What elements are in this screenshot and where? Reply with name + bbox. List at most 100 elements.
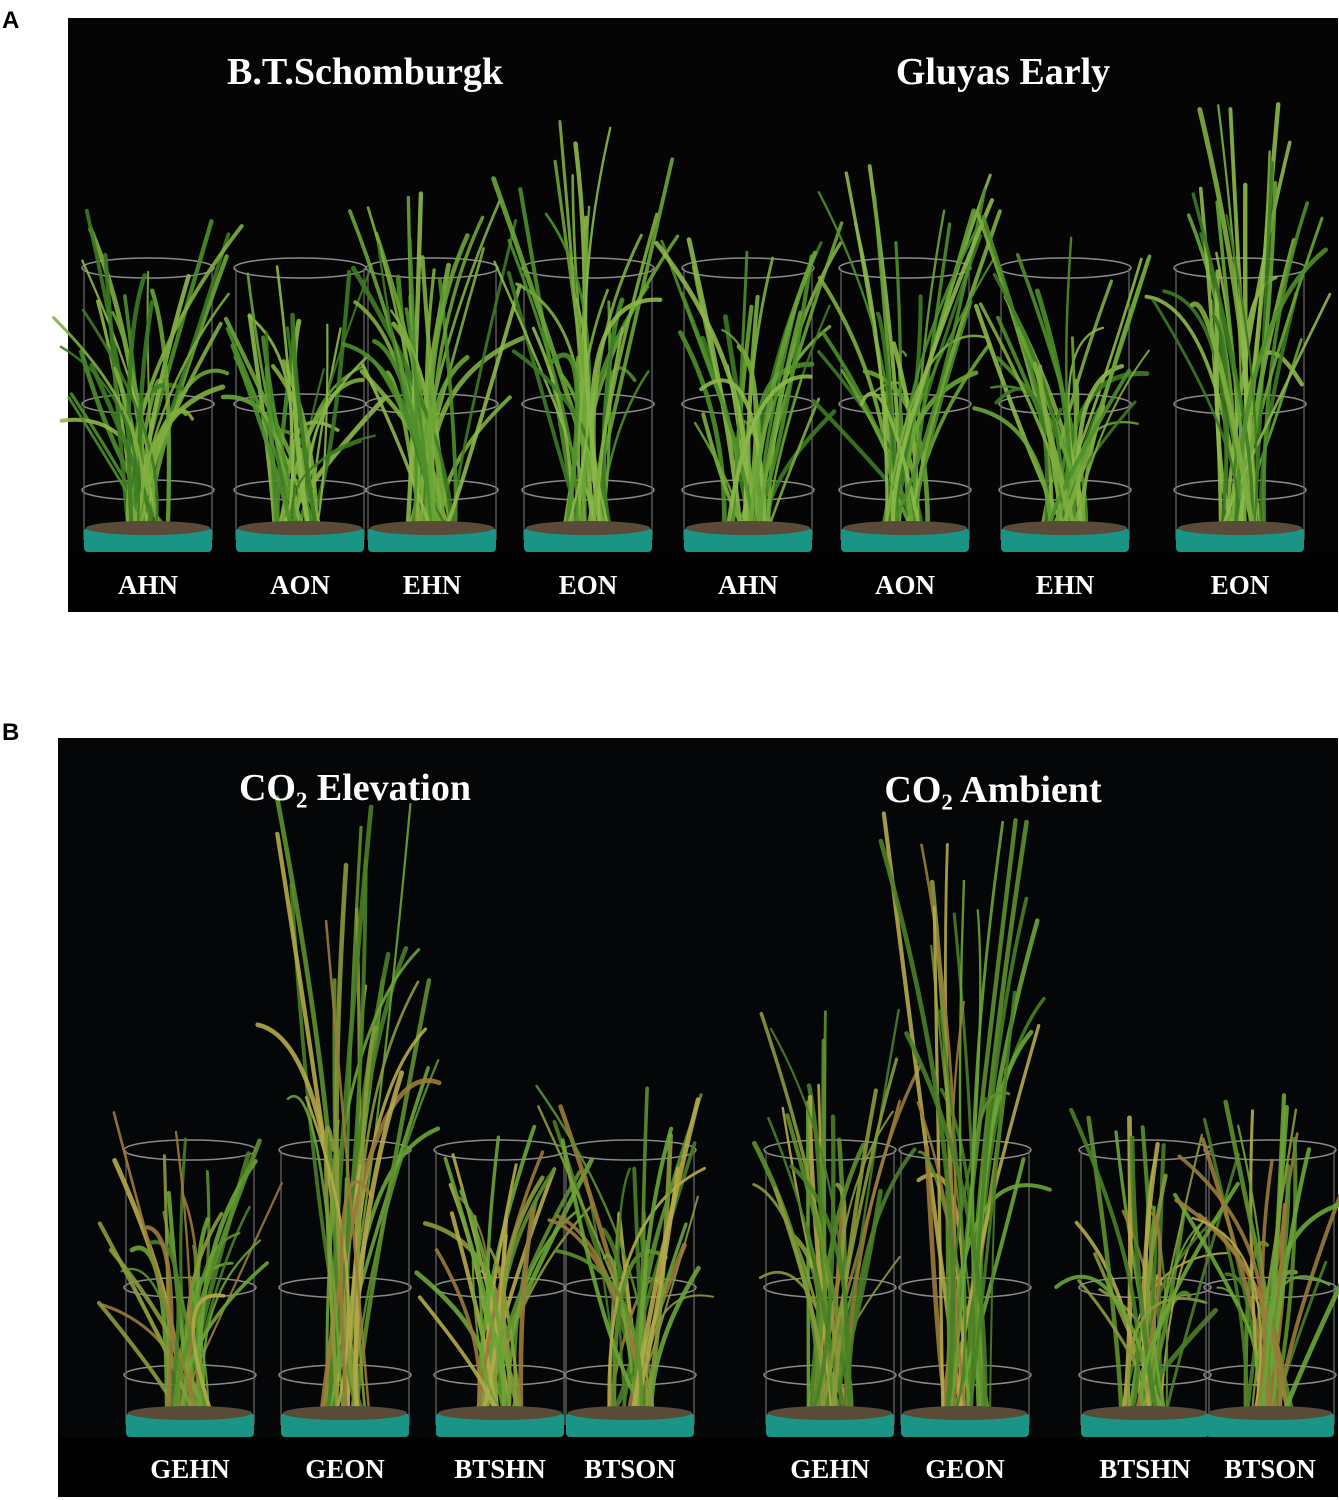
cage-ring [838, 257, 972, 279]
leaf [789, 1164, 852, 1423]
leaf [1233, 247, 1328, 538]
leaf [427, 233, 470, 538]
leaf [1069, 1107, 1141, 1423]
panel-letter: B [2, 719, 19, 746]
leaf [111, 311, 161, 537]
pot-label: AON [875, 570, 936, 600]
leaf [246, 272, 311, 537]
leaf [592, 212, 659, 537]
pot-label: EON [559, 570, 618, 600]
leaf [678, 330, 727, 538]
leaf [1129, 1135, 1160, 1423]
leaf [356, 980, 420, 1422]
leaf [290, 312, 320, 538]
pot-label: EHN [403, 570, 462, 600]
soil [686, 521, 810, 535]
leaf [162, 1210, 211, 1422]
leaf [904, 1031, 988, 1423]
leaf [978, 302, 1069, 537]
leaf [180, 1261, 269, 1422]
leaf [859, 391, 923, 537]
leaf [724, 374, 813, 538]
leaf [191, 1293, 226, 1422]
leaf [754, 324, 832, 537]
leaf [230, 343, 296, 538]
soil [903, 1406, 1027, 1420]
leaf [932, 905, 945, 1422]
leaf [1191, 1216, 1262, 1422]
panel-letter: A [2, 7, 19, 34]
soil [843, 521, 967, 535]
leaf [52, 316, 145, 537]
pot [368, 528, 496, 552]
leaf [819, 1057, 899, 1422]
leaf [324, 858, 368, 1422]
leaf [531, 326, 574, 537]
leaf [341, 342, 437, 538]
pot [126, 1413, 254, 1437]
leaf [361, 363, 435, 537]
pot-label: GEHN [150, 1454, 230, 1484]
pot-label: EON [1211, 570, 1270, 600]
soil [768, 1406, 892, 1420]
leaf [822, 1010, 838, 1422]
pot-label: GEON [925, 1454, 1005, 1484]
leaf [126, 273, 147, 538]
leaf [964, 819, 1029, 1423]
leaf [112, 1111, 201, 1422]
pot [566, 1413, 694, 1437]
leaf [334, 862, 363, 1423]
pot-label: GEON [305, 1454, 385, 1484]
leaf [97, 1221, 198, 1423]
pot-label: GEHN [790, 1454, 870, 1484]
soil [438, 1406, 562, 1420]
cage-ring [1203, 1139, 1337, 1161]
cage-ring [763, 1139, 897, 1161]
soil [568, 1406, 692, 1420]
leaf [1262, 201, 1310, 537]
panel-title: B.T.Schomburgk [227, 51, 504, 93]
label-bar [68, 552, 1338, 612]
leaf [890, 198, 995, 538]
pot-label: EHN [1036, 570, 1095, 600]
leaf [145, 1225, 174, 1423]
leaf [59, 345, 140, 537]
leaf [1126, 1297, 1208, 1422]
plants [52, 102, 1339, 1497]
leaf [395, 274, 434, 538]
leaf [1151, 298, 1239, 537]
label-bar [58, 1437, 1338, 1497]
leaf [1189, 301, 1257, 538]
leaf [81, 308, 159, 537]
panel-title: Gluyas Early [896, 51, 1110, 93]
leaf [629, 1097, 701, 1423]
leaf [554, 1248, 644, 1422]
leaf [969, 896, 1029, 1422]
leaf [1177, 1154, 1267, 1422]
leaf [437, 277, 458, 537]
leaf [324, 802, 412, 1422]
leaf [854, 222, 889, 537]
leaf [769, 1027, 848, 1422]
pot [684, 528, 812, 552]
pot-label: BTSHN [1099, 1454, 1191, 1484]
leaf [339, 1180, 373, 1422]
pot-label: AHN [718, 570, 779, 600]
leaf [806, 1100, 811, 1422]
leaf [967, 990, 1017, 1422]
soil [238, 521, 362, 535]
leaf [589, 297, 663, 538]
leaf [904, 370, 979, 538]
panel-title: CO₂ Elevation [239, 767, 471, 809]
pot [766, 1413, 894, 1437]
pot [841, 528, 969, 552]
leaf [500, 1175, 545, 1423]
soil [1208, 1406, 1332, 1420]
leaf [746, 250, 818, 538]
leaf [518, 1206, 536, 1423]
pot [1206, 1413, 1334, 1437]
soil [1003, 521, 1127, 535]
leaf [264, 366, 280, 538]
leaf [721, 328, 762, 537]
leaf [1221, 1232, 1251, 1422]
